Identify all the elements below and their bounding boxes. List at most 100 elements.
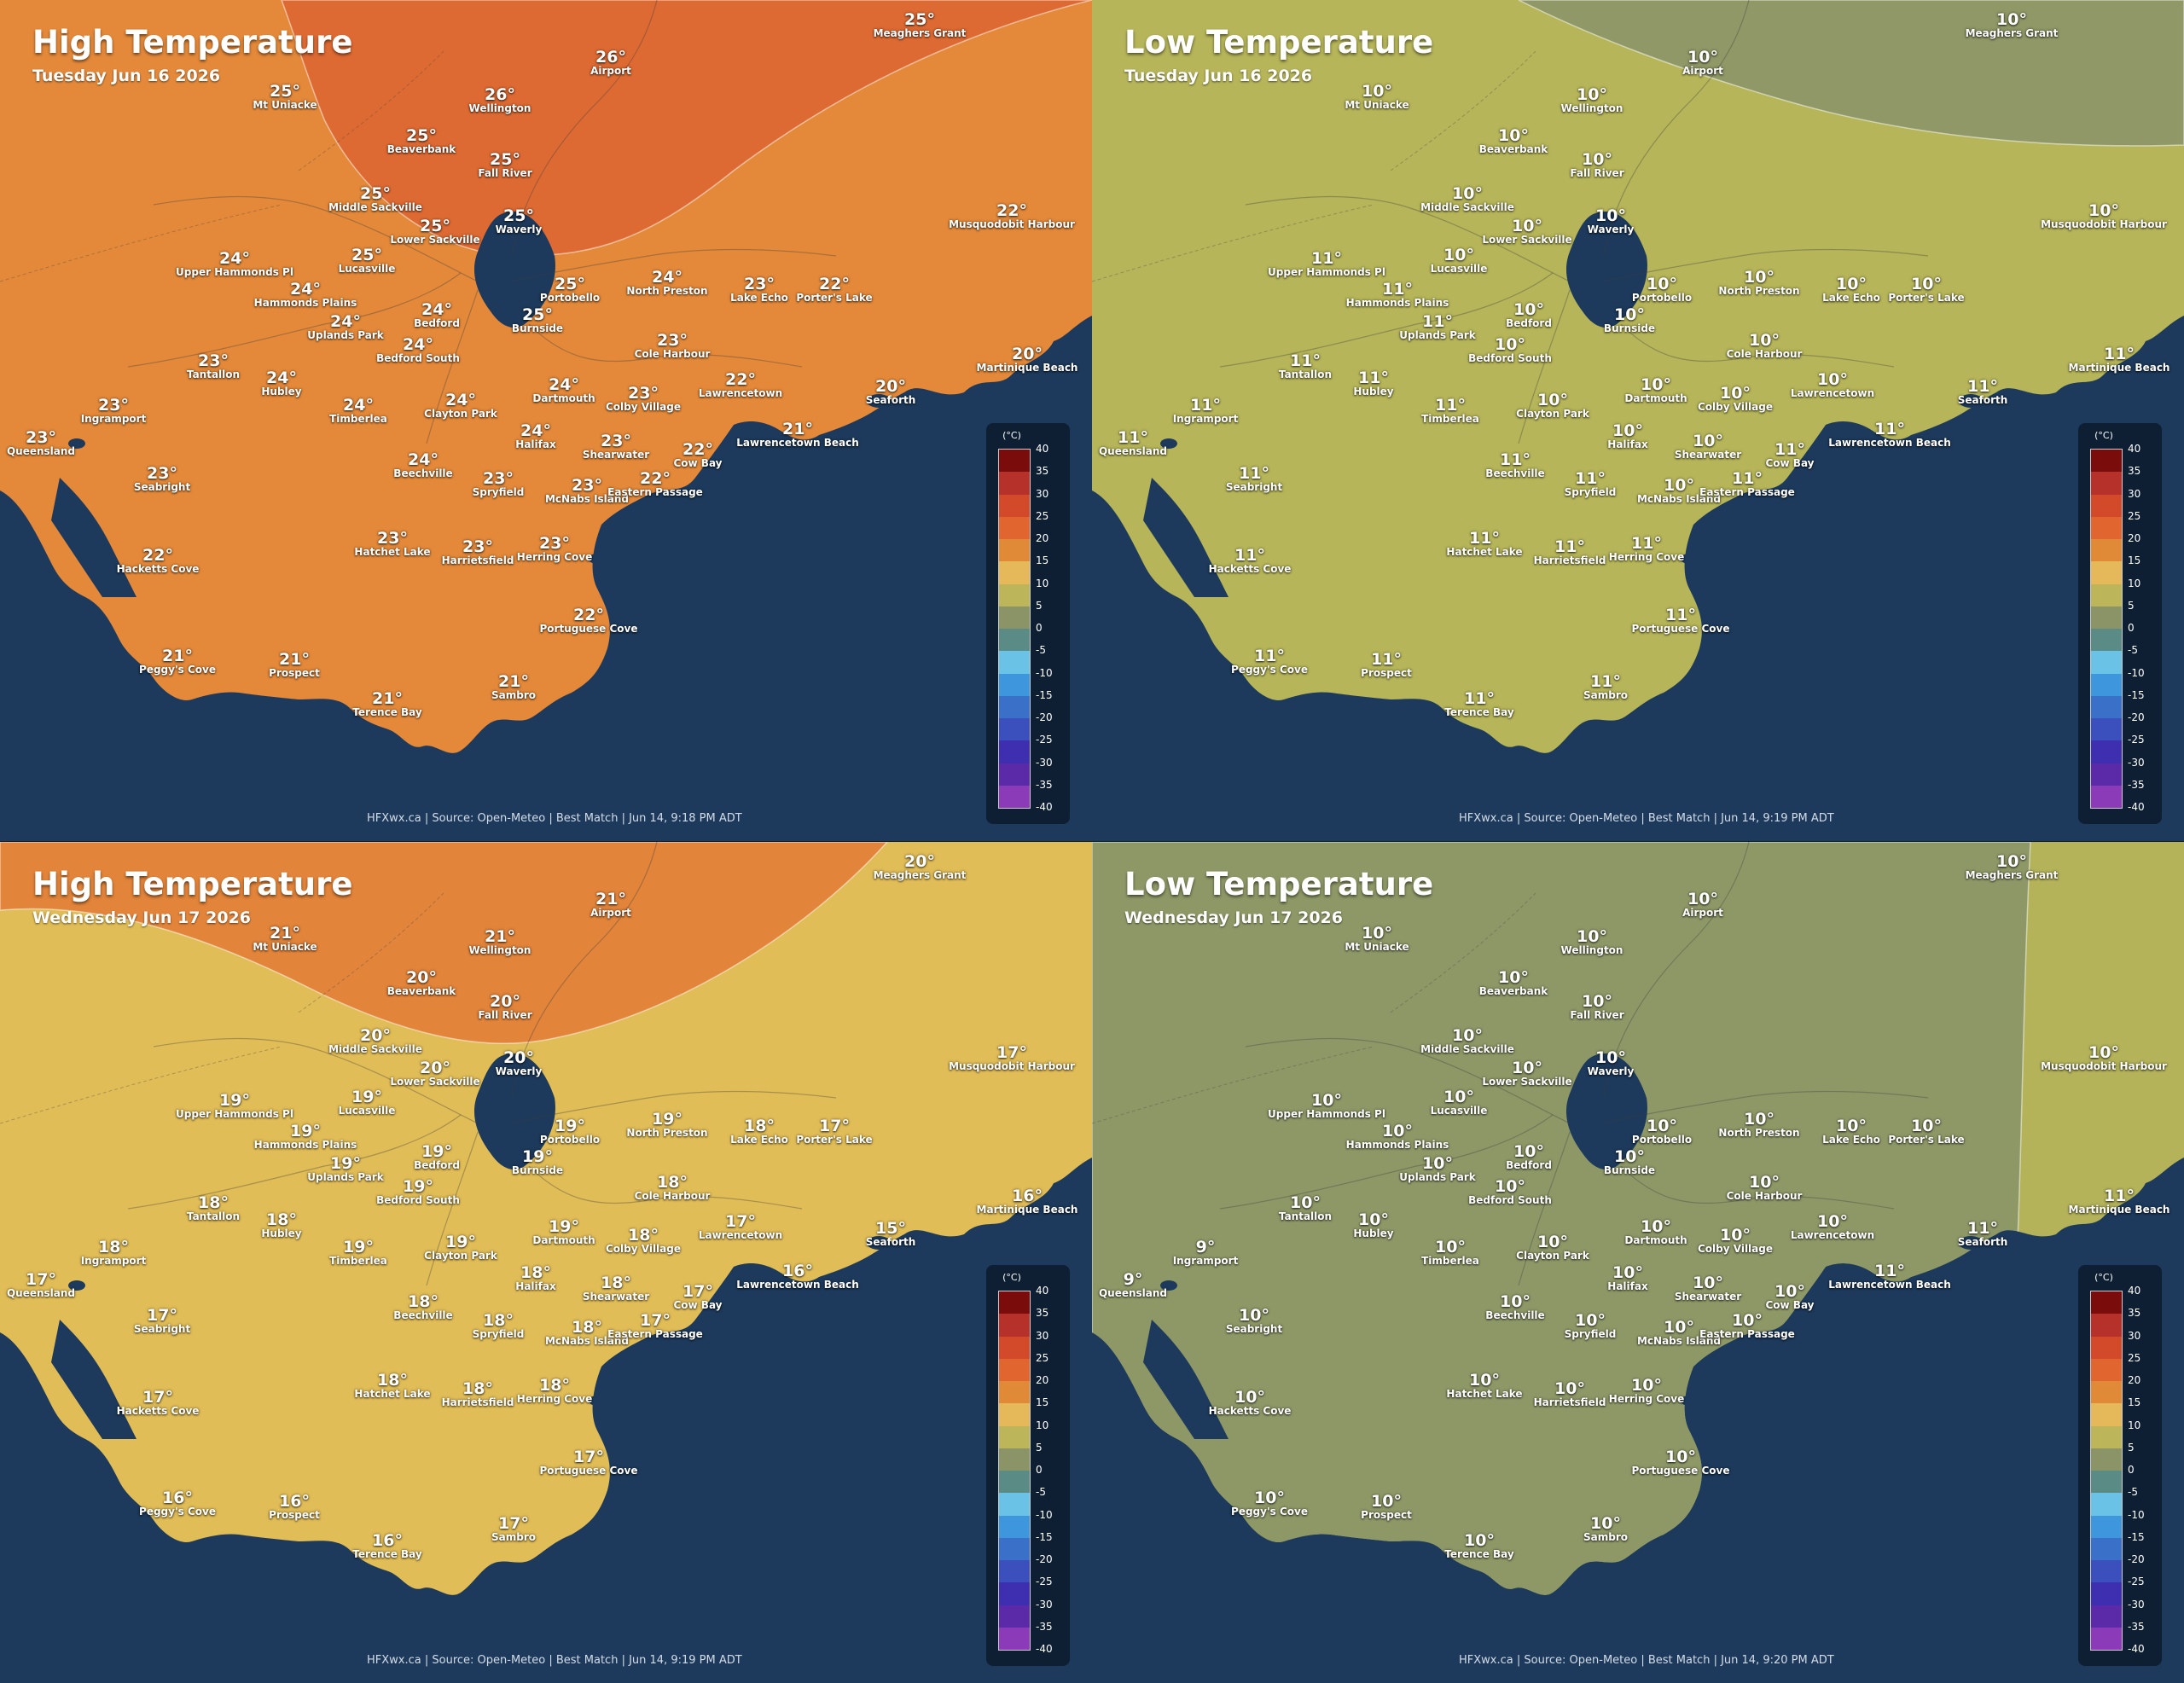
location-label[interactable]: 23° Ingramport (81, 398, 147, 425)
location-label[interactable]: 11° Timberlea (1421, 398, 1479, 425)
location-label[interactable]: 24° Upper Hammonds Pl (176, 251, 293, 278)
location-label[interactable]: 10° Bedford South (1468, 1179, 1552, 1206)
location-label[interactable]: 10° Airport (1682, 891, 1723, 919)
location-label[interactable]: 10° Bedford South (1468, 337, 1552, 364)
location-label[interactable]: 24° Timberlea (329, 398, 387, 425)
location-label[interactable]: 10° McNabs Island (1637, 478, 1721, 505)
location-label[interactable]: 18° Colby Village (606, 1227, 681, 1255)
location-label[interactable]: 19° Uplands Park (307, 1156, 383, 1183)
location-label[interactable]: 26° Airport (590, 49, 631, 77)
location-label[interactable]: 10° Shearwater (1675, 1275, 1741, 1303)
location-label[interactable]: 10° Tantallon (1279, 1195, 1332, 1222)
location-label[interactable]: 10° Shearwater (1675, 433, 1741, 461)
location-label[interactable]: 25° Beaverbank (387, 128, 456, 155)
location-label[interactable]: 20° Beaverbank (387, 970, 456, 997)
location-label[interactable]: 10° Hatchet Lake (1446, 1373, 1522, 1400)
location-label[interactable]: 21° Prospect (269, 652, 320, 679)
location-label[interactable]: 10° Cole Harbour (1727, 333, 1803, 360)
location-label[interactable]: 25° Portobello (540, 276, 600, 304)
location-label[interactable]: 18° Hatchet Lake (354, 1373, 430, 1400)
location-label[interactable]: 10° Fall River (1570, 994, 1623, 1021)
location-label[interactable]: 18° McNabs Island (545, 1320, 629, 1347)
location-label[interactable]: 20° Martinique Beach (977, 346, 1078, 374)
location-label[interactable]: 18° Ingramport (81, 1239, 147, 1267)
location-label[interactable]: 10° Hubley (1353, 1212, 1393, 1239)
location-label[interactable]: 10° Meaghers Grant (1966, 12, 2059, 39)
map-canvas[interactable] (1092, 0, 2184, 841)
location-label[interactable]: 11° Prospect (1361, 652, 1412, 679)
location-label[interactable]: 10° Clayton Park (1516, 392, 1589, 420)
location-label[interactable]: 10° Porter's Lake (1888, 1118, 1964, 1146)
location-label[interactable]: 18° Herring Cove (517, 1378, 592, 1405)
location-label[interactable]: 10° Lucasville (1431, 1089, 1488, 1117)
location-label[interactable]: 11° Beechville (1485, 452, 1544, 479)
location-label[interactable]: 25° Mt Uniacke (253, 84, 317, 111)
location-label[interactable]: 10° Lake Echo (1822, 276, 1880, 304)
location-label[interactable]: 11° Hatchet Lake (1446, 531, 1522, 558)
location-label[interactable]: 10° Seabright (1226, 1308, 1282, 1335)
location-label[interactable]: 25° Meaghers Grant (874, 12, 967, 39)
location-label[interactable]: 17° Seabright (134, 1308, 190, 1335)
location-label[interactable]: 18° Cole Harbour (635, 1175, 711, 1202)
location-label[interactable]: 10° Halifax (1607, 1265, 1647, 1292)
location-label[interactable]: 10° Colby Village (1698, 1227, 1773, 1255)
location-label[interactable]: 21° Mt Uniacke (253, 926, 317, 953)
location-label[interactable]: 10° Lucasville (1431, 247, 1488, 275)
location-label[interactable]: 25° Middle Sackville (328, 186, 422, 213)
location-label[interactable]: 10° Fall River (1570, 152, 1623, 179)
location-label[interactable]: 11° Martinique Beach (2069, 1188, 2170, 1216)
location-label[interactable]: 18° Harrietsfield (442, 1381, 514, 1408)
location-label[interactable]: 10° Uplands Park (1399, 1156, 1475, 1183)
location-label[interactable]: 10° Cole Harbour (1727, 1175, 1803, 1202)
location-label[interactable]: 10° Timberlea (1421, 1239, 1479, 1267)
location-label[interactable]: 24° Beechville (393, 452, 452, 479)
location-label[interactable]: 10° Clayton Park (1516, 1234, 1589, 1262)
location-label[interactable]: 23° Colby Village (606, 386, 681, 413)
location-label[interactable]: 23° Tantallon (187, 353, 240, 380)
location-label[interactable]: 11° Uplands Park (1399, 314, 1475, 341)
location-label[interactable]: 24° Dartmouth (532, 377, 595, 404)
location-label[interactable]: 10° Mt Uniacke (1345, 84, 1409, 111)
location-label[interactable]: 22° Lawrencetown (699, 372, 782, 399)
location-label[interactable]: 19° Hammonds Plains (254, 1123, 357, 1151)
location-label[interactable]: 10° Upper Hammonds Pl (1268, 1093, 1385, 1120)
location-label[interactable]: 26° Wellington (469, 87, 531, 114)
location-label[interactable]: 10° Middle Sackville (1420, 1028, 1514, 1055)
location-label[interactable]: 16° Martinique Beach (977, 1188, 1078, 1216)
location-label[interactable]: 23° Lake Echo (730, 276, 788, 304)
location-label[interactable]: 10° Colby Village (1698, 386, 1773, 413)
location-label[interactable]: 11° Cow Bay (1765, 442, 1814, 469)
location-label[interactable]: 23° Shearwater (583, 433, 649, 461)
location-label[interactable]: 23° Cole Harbour (635, 333, 711, 360)
location-label[interactable]: 19° Portobello (540, 1118, 600, 1146)
location-label[interactable]: 25° Waverly (496, 208, 543, 235)
location-label[interactable]: 11° Queensland (1099, 430, 1167, 457)
location-label[interactable]: 11° Hacketts Cove (1209, 548, 1292, 575)
location-label[interactable]: 19° Clayton Park (424, 1234, 497, 1262)
location-label[interactable]: 18° Tantallon (187, 1195, 240, 1222)
location-label[interactable]: 10° Airport (1682, 49, 1723, 77)
location-label[interactable]: 17° Lawrencetown (699, 1214, 782, 1241)
location-label[interactable]: 20° Middle Sackville (328, 1028, 422, 1055)
location-label[interactable]: 10° Burnside (1604, 307, 1655, 334)
location-label[interactable]: 25° Burnside (512, 307, 563, 334)
location-label[interactable]: 24° Halifax (515, 423, 555, 450)
location-label[interactable]: 11° Harrietsfield (1534, 539, 1606, 566)
location-label[interactable]: 10° Beaverbank (1479, 970, 1548, 997)
location-label[interactable]: 21° Peggy's Cove (139, 648, 216, 676)
location-label[interactable]: 25° Fall River (478, 152, 531, 179)
location-label[interactable]: 23° McNabs Island (545, 478, 629, 505)
location-label[interactable]: 10° Lower Sackville (1482, 1060, 1571, 1088)
location-label[interactable]: 10° Meaghers Grant (1966, 854, 2059, 881)
location-label[interactable]: 19° Burnside (512, 1149, 563, 1176)
location-label[interactable]: 10° Herring Cove (1609, 1378, 1684, 1405)
location-label[interactable]: 23° Harrietsfield (442, 539, 514, 566)
location-label[interactable]: 21° Lawrencetown Beach (736, 421, 859, 449)
location-label[interactable]: 11° Seaforth (1958, 379, 2008, 406)
location-label[interactable]: 19° Timberlea (329, 1239, 387, 1267)
location-label[interactable]: 10° Prospect (1361, 1494, 1412, 1521)
location-label[interactable]: 10° Dartmouth (1624, 1219, 1687, 1246)
location-label[interactable]: 10° Hammonds Plains (1346, 1123, 1449, 1151)
location-label[interactable]: 24° Bedford South (376, 337, 460, 364)
location-label[interactable]: 19° Bedford South (376, 1179, 460, 1206)
